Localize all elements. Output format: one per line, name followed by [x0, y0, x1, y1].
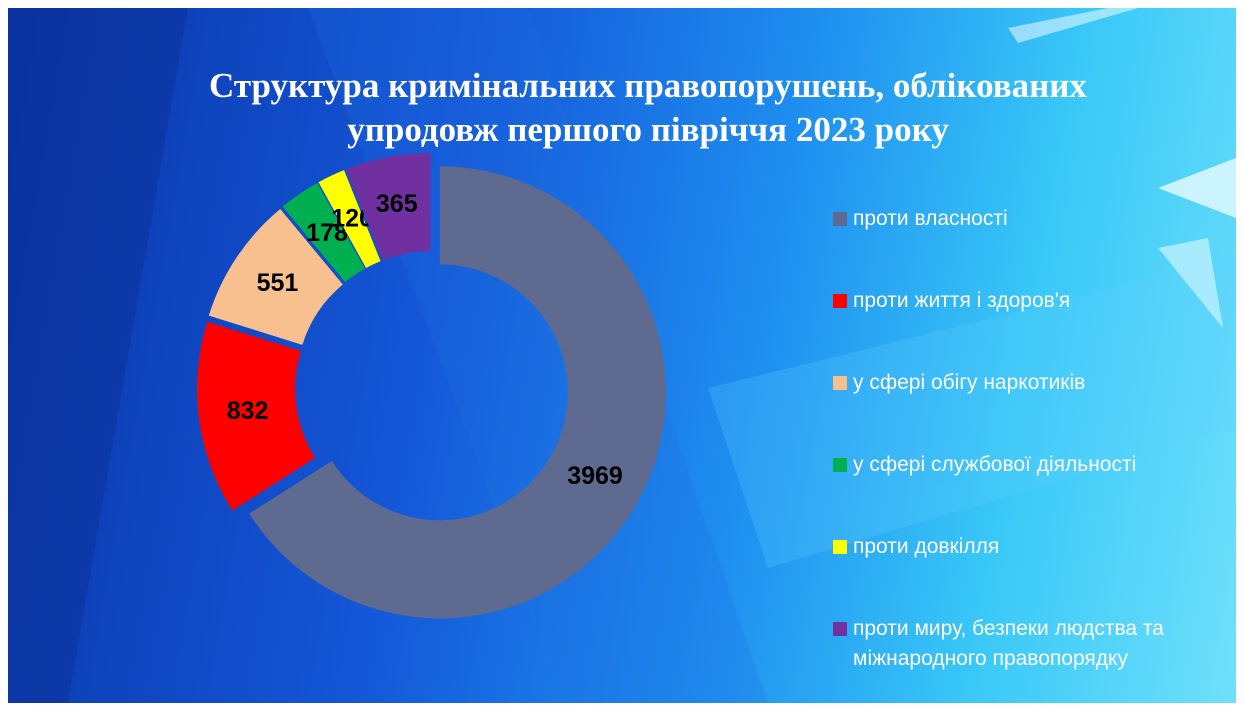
value-label: 551 — [257, 269, 299, 297]
legend-item: у сфері обігу наркотиків — [833, 368, 1233, 450]
donut-slice — [282, 182, 365, 283]
legend-label: проти довкілля — [853, 535, 1000, 558]
legend-swatch — [833, 622, 847, 636]
legend-swatch — [833, 212, 847, 226]
legend-label: у сфері обігу наркотиків — [853, 371, 1086, 394]
value-label: 832 — [227, 397, 269, 425]
legend-item: проти довкілля — [833, 532, 1233, 614]
legend-label: проти життя і здоров'я — [853, 289, 1071, 312]
value-label: 365 — [376, 190, 418, 218]
donut-slice — [197, 321, 316, 511]
legend-swatch — [833, 458, 847, 472]
legend-label: проти власності — [853, 207, 1008, 230]
legend-swatch — [833, 294, 847, 308]
donut-slice — [346, 153, 431, 261]
legend-swatch — [833, 376, 847, 390]
slide: 3969 832 551 178 120 365 Структура кримінальн… — [8, 8, 1236, 703]
value-label: 178 — [306, 219, 348, 247]
legend-label: проти миру, безпеки людства та міжнародн… — [853, 617, 1164, 670]
legend-item: проти життя і здоров'я — [833, 286, 1233, 368]
donut-slice — [318, 170, 381, 268]
legend: проти власності проти життя і здоров'я у с… — [833, 204, 1233, 696]
legend-swatch — [833, 540, 847, 554]
chart-title: Структура кримінальних правопорушень, об… — [209, 66, 1087, 149]
legend-item: у сфері службової діяльності — [833, 450, 1233, 532]
donut-slice — [249, 166, 666, 619]
legend-item: проти власності — [833, 204, 1233, 286]
value-label: 3969 — [567, 462, 623, 490]
donut-slice — [208, 209, 343, 345]
legend-label: у сфері службової діяльності — [853, 453, 1137, 476]
legend-item: проти миру, безпеки людства та міжнародн… — [833, 614, 1233, 696]
